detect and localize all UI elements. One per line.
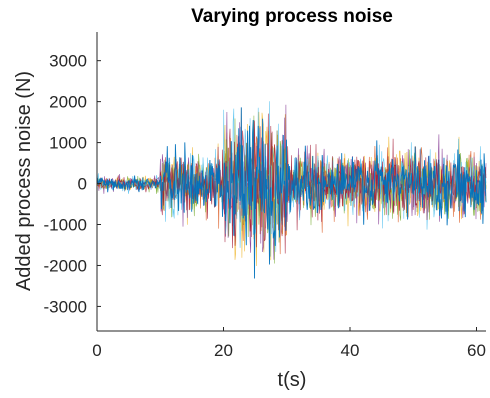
plot-series-group: [96, 101, 487, 279]
chart-title: Varying process noise: [191, 6, 393, 27]
x-tick-label: 60: [467, 341, 486, 360]
y-tick-label: 0: [78, 175, 87, 194]
x-tick-label: 20: [214, 341, 233, 360]
y-tick-label: 2000: [49, 93, 87, 112]
y-tick-label: 1000: [49, 134, 87, 153]
x-tick-label: 0: [92, 341, 101, 360]
x-ticks: 0 20 40 60: [92, 327, 486, 360]
axes: [96, 32, 486, 332]
y-tick-label: 3000: [49, 52, 87, 71]
y-tick-label: -1000: [44, 216, 87, 235]
y-tick-label: -3000: [44, 297, 87, 316]
x-tick-label: 40: [341, 341, 360, 360]
y-tick-label: -2000: [44, 256, 87, 275]
y-ticks: -3000 -2000 -1000 0 1000 2000 3000: [44, 52, 101, 316]
noise-series-line: [96, 107, 487, 279]
x-axis-label: t(s): [278, 369, 307, 391]
y-axis-label: Added process noise (N): [13, 71, 35, 291]
